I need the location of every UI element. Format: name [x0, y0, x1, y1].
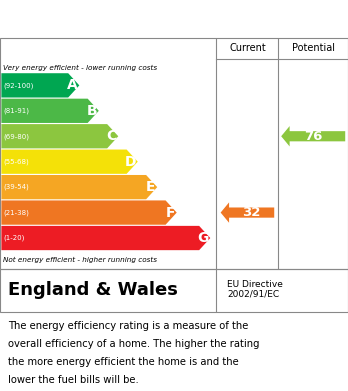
Text: (1-20): (1-20)	[3, 235, 25, 241]
Text: lower the fuel bills will be.: lower the fuel bills will be.	[8, 375, 139, 385]
Text: (39-54): (39-54)	[3, 184, 29, 190]
Polygon shape	[1, 149, 138, 174]
Text: Current: Current	[229, 43, 266, 53]
Text: 32: 32	[242, 206, 260, 219]
Text: A: A	[67, 78, 78, 92]
Text: G: G	[197, 231, 208, 245]
Text: C: C	[106, 129, 117, 143]
Text: (69-80): (69-80)	[3, 133, 30, 140]
Polygon shape	[1, 175, 157, 199]
Text: D: D	[125, 155, 136, 169]
Polygon shape	[1, 99, 99, 123]
Text: (21-38): (21-38)	[3, 209, 29, 216]
Text: England & Wales: England & Wales	[8, 281, 177, 299]
Polygon shape	[221, 203, 274, 223]
Text: 76: 76	[304, 130, 322, 143]
Text: Energy Efficiency Rating: Energy Efficiency Rating	[9, 12, 230, 27]
Polygon shape	[1, 124, 118, 149]
Text: B: B	[86, 104, 97, 118]
Text: Very energy efficient - lower running costs: Very energy efficient - lower running co…	[3, 65, 158, 70]
Text: (55-68): (55-68)	[3, 158, 29, 165]
Text: F: F	[166, 206, 175, 220]
Text: (81-91): (81-91)	[3, 108, 30, 114]
Text: E: E	[146, 180, 156, 194]
Polygon shape	[1, 201, 177, 225]
Text: overall efficiency of a home. The higher the rating: overall efficiency of a home. The higher…	[8, 339, 259, 349]
Text: Potential: Potential	[292, 43, 335, 53]
Text: EU Directive
2002/91/EC: EU Directive 2002/91/EC	[227, 280, 283, 299]
Text: (92-100): (92-100)	[3, 82, 34, 89]
Text: The energy efficiency rating is a measure of the: The energy efficiency rating is a measur…	[8, 321, 248, 331]
Text: Not energy efficient - higher running costs: Not energy efficient - higher running co…	[3, 257, 158, 263]
Polygon shape	[281, 126, 345, 146]
Text: the more energy efficient the home is and the: the more energy efficient the home is an…	[8, 357, 238, 367]
Polygon shape	[1, 73, 79, 97]
Polygon shape	[1, 226, 210, 250]
